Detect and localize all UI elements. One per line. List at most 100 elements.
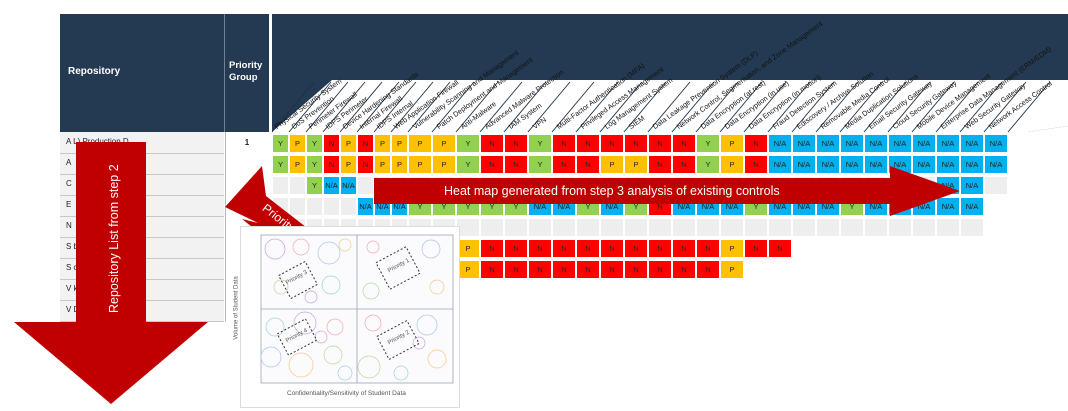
- heatmap-cell: [792, 281, 816, 300]
- heatmap-cell: N: [648, 260, 672, 279]
- heatmap-cell: N/A: [768, 155, 792, 174]
- matrix-bubble: [317, 241, 341, 265]
- heatmap-cell: N: [323, 134, 340, 153]
- heatmap-cell: [672, 281, 696, 300]
- heatmap-cell: N: [480, 260, 504, 279]
- heatmap-cell: [888, 239, 912, 258]
- heatmap-cell: N/A: [792, 155, 816, 174]
- heatmap-cell: Y: [306, 155, 323, 174]
- heatmap-cell: [792, 260, 816, 279]
- heatmap-cell: N/A: [936, 155, 960, 174]
- heatmap-cell: [600, 281, 624, 300]
- control-header-divider: [455, 81, 499, 133]
- heatmap-cell: N: [648, 239, 672, 258]
- heatmap-cell: N: [744, 134, 768, 153]
- heatmap-cell: [864, 239, 888, 258]
- heatmap-cell: [552, 302, 576, 321]
- heatmap-cell: P: [432, 134, 456, 153]
- control-header-divider: [983, 81, 1027, 133]
- matrix-bubble: [366, 240, 380, 254]
- heatmap-cell: P: [340, 155, 357, 174]
- heatmap-cell: P: [289, 155, 306, 174]
- heatmap-cell: P: [408, 155, 432, 174]
- heatmap-cell: N: [323, 155, 340, 174]
- heatmap-cell: [888, 218, 912, 237]
- heatmap-cell: N/A: [816, 155, 840, 174]
- heatmap-cell: [912, 239, 936, 258]
- matrix-bubble: [364, 314, 382, 332]
- matrix-bubble: [337, 365, 353, 381]
- heatmap-cell: [720, 281, 744, 300]
- heatmap-cell: [480, 218, 504, 237]
- control-header-divider: [815, 81, 859, 133]
- heatmap-cell: [480, 302, 504, 321]
- heatmap-cell: N/A: [960, 197, 984, 216]
- heatmap-cell: Y: [696, 155, 720, 174]
- control-header-divider: [356, 81, 400, 133]
- heatmap-cell: N/A: [323, 176, 340, 195]
- matrix-bubble: [338, 238, 352, 252]
- control-header-divider: [887, 81, 931, 133]
- heatmap-cell: P: [600, 155, 624, 174]
- heatmap-cell: [340, 197, 357, 216]
- heatmap-cell: [576, 302, 600, 321]
- heatmap-cell: [480, 281, 504, 300]
- control-header-divider: [431, 81, 475, 133]
- heatmap-cell: N/A: [840, 134, 864, 153]
- heatmap-cell: N: [504, 155, 528, 174]
- heatmap-cell: [528, 281, 552, 300]
- matrix-bubble: [304, 290, 318, 304]
- priority-group-header-label: Priority Group: [229, 60, 263, 83]
- matrix-bubble: [393, 365, 409, 381]
- control-header-divider: [575, 81, 619, 133]
- matrix-bubble: [421, 239, 441, 259]
- heatmap-cell: N: [504, 260, 528, 279]
- heatmap-cell: [816, 239, 840, 258]
- heatmap-cell: [323, 197, 340, 216]
- heatmap-cell: N: [357, 134, 374, 153]
- heatmap-cell: [504, 281, 528, 300]
- heatmap-cell: [768, 218, 792, 237]
- matrix-bubble: [264, 238, 286, 260]
- heatmap-cell: [696, 302, 720, 321]
- matrix-bubble: [273, 279, 289, 295]
- heatmap-cell: Y: [456, 134, 480, 153]
- heatmap-cell: [648, 302, 672, 321]
- heatmap-cell: N: [648, 155, 672, 174]
- repository-list-arrow: [14, 142, 208, 404]
- heatmap-cell: [504, 218, 528, 237]
- heatmap-cell: Y: [272, 134, 289, 153]
- priority-matrix-chart: [260, 234, 454, 384]
- heatmap-cell: [864, 260, 888, 279]
- control-header-divider: [671, 81, 715, 133]
- control-header-divider: [479, 81, 523, 133]
- heatmap-cell: [720, 302, 744, 321]
- heatmap-cell: [840, 260, 864, 279]
- heatmap-cell: [768, 281, 792, 300]
- heatmap-cell: N: [576, 260, 600, 279]
- heatmap-cell: N/A: [960, 176, 984, 195]
- heatmap-cell: N/A: [984, 134, 1008, 153]
- heatmap-cell: N: [696, 260, 720, 279]
- heatmap-cell: [624, 302, 648, 321]
- heatmap-cell: [816, 281, 840, 300]
- control-header-divider: [935, 81, 979, 133]
- heatmap-cell: [744, 302, 768, 321]
- heatmap-cell: [816, 218, 840, 237]
- control-header-divider: [623, 81, 667, 133]
- heatmap-cell: N: [480, 134, 504, 153]
- heatmap-cell: N: [552, 134, 576, 153]
- heatmap-cell: N/A: [864, 155, 888, 174]
- heatmap-cell: [792, 218, 816, 237]
- heatmap-cell: N/A: [888, 134, 912, 153]
- control-header-divider: [839, 81, 883, 133]
- heatmap-cell: [357, 176, 374, 195]
- heatmap-cell: N: [672, 155, 696, 174]
- heatmap-cell: P: [720, 239, 744, 258]
- priority-group-header: Priority Group: [225, 14, 269, 132]
- heatmap-cell: [624, 281, 648, 300]
- heatmap-cell: [840, 218, 864, 237]
- control-header-divider: [271, 81, 315, 133]
- heatmap-cell: Y: [306, 134, 323, 153]
- heatmap-cell: N: [648, 134, 672, 153]
